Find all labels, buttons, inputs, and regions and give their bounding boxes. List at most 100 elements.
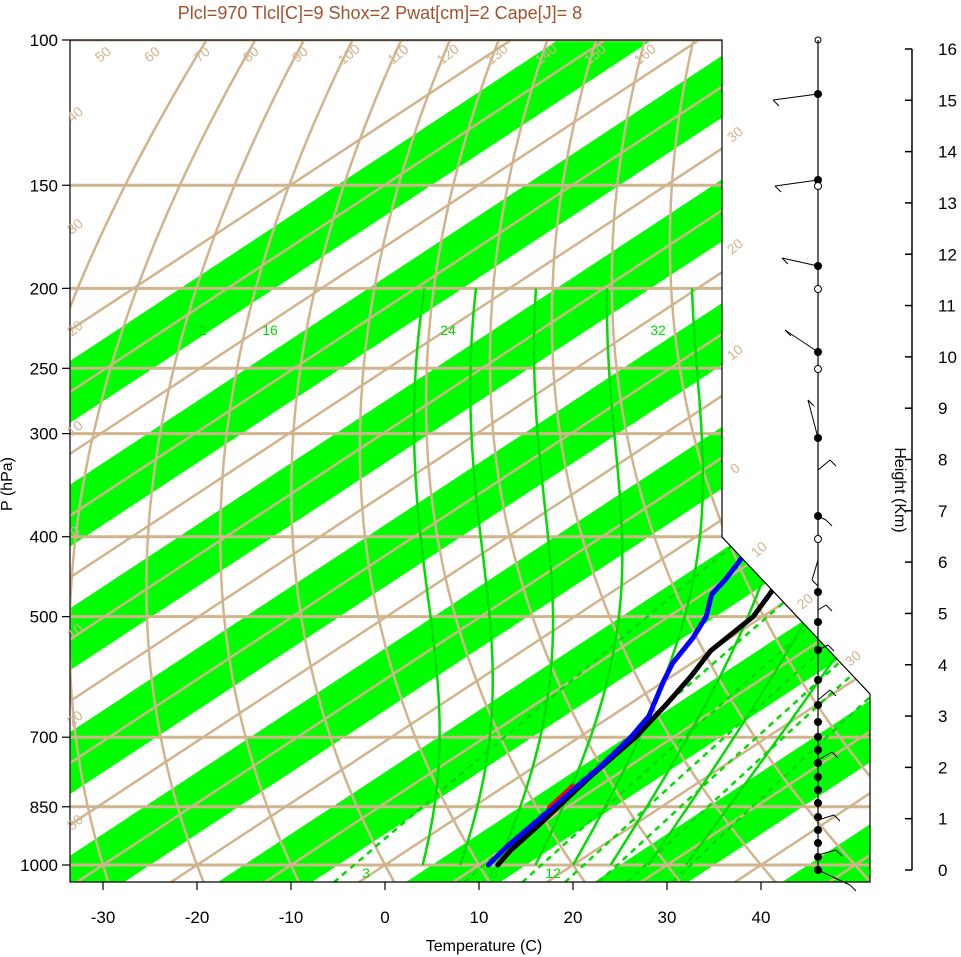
wind-barb-flag: [829, 459, 837, 467]
isotherm-line: [70, 40, 870, 882]
temperature-tick-label: -30: [91, 908, 116, 927]
height-tick-label: 1: [938, 810, 947, 829]
isotherm-label: 20: [724, 235, 746, 257]
isotherm-label: 10: [724, 341, 746, 363]
pressure-tick-label: 300: [30, 425, 58, 444]
mixing-ratio-line: [597, 535, 870, 882]
plot-area: [70, 40, 870, 882]
height-tick-label: 0: [938, 861, 947, 880]
isotherm-line: [70, 40, 621, 882]
height-tick-label: 8: [938, 451, 947, 470]
dry-adiabat: [610, 40, 870, 882]
isotherm-label: 0: [727, 459, 743, 476]
y-axis-title: P (hPa): [0, 457, 16, 511]
wind-barb: [817, 515, 827, 521]
dry-adiabat: [145, 40, 308, 882]
wind-barb: [807, 399, 819, 439]
isotherm-label: 30: [724, 123, 746, 145]
wind-barb: [817, 459, 831, 471]
wind-barb-flag: [772, 99, 780, 107]
height-tick-label: 5: [938, 604, 947, 623]
wind-barb-flag: [825, 519, 833, 527]
wind-barb-flag: [835, 849, 843, 857]
pressure-tick-label: 150: [30, 176, 58, 195]
lcl-segment-line: [547, 783, 574, 809]
height-tick-label: 2: [938, 758, 947, 777]
dry-adiabat: [70, 40, 259, 882]
pressure-tick-label: 500: [30, 608, 58, 627]
wind-marker-open: [814, 285, 822, 293]
height-tick-label: 3: [938, 707, 947, 726]
dry-adiabat: [424, 40, 599, 882]
wind-barb: [781, 257, 819, 267]
wind-marker: [814, 733, 822, 741]
temperature-tick-label: 40: [752, 908, 771, 927]
temperature-axis: -30 -20 -10 0 10 20 30 40: [91, 882, 771, 927]
wind-barb-flag: [781, 257, 789, 265]
wind-marker: [814, 773, 822, 781]
wind-marker-open: [814, 365, 822, 373]
x-axis-title: Temperature (C): [426, 938, 542, 955]
pressure-tick-label: 200: [30, 279, 58, 298]
wind-barb-flag: [849, 884, 857, 892]
dry-adiabat: [70, 40, 211, 882]
isotherm-label: 10: [748, 538, 770, 560]
moist-adiabat: [647, 288, 870, 866]
wind-marker: [814, 799, 822, 807]
height-tick-label: 7: [938, 502, 947, 521]
mixing-ratio-label: 32: [650, 322, 666, 338]
isotherm-band: [190, 40, 870, 882]
plot-border: [69, 39, 871, 883]
isotherm-label: 30: [842, 647, 864, 669]
wind-barb: [817, 604, 827, 611]
wind-barb-flag: [833, 814, 841, 822]
dry-adiabat: [219, 40, 356, 882]
wind-barb: [772, 93, 819, 101]
wind-marker: [814, 746, 822, 754]
wind-marker: [814, 826, 822, 834]
wind-barb: [774, 179, 819, 187]
temperature-tick-label: 0: [380, 908, 389, 927]
wind-barb-flag: [807, 399, 815, 407]
mixing-ratio-label: 12: [545, 865, 561, 881]
height-tick-label: 14: [938, 143, 957, 162]
wind-marker: [814, 853, 822, 861]
isotherm-line: [70, 40, 527, 882]
wind-barb-flag: [811, 579, 819, 587]
wind-marker: [814, 701, 822, 709]
height-tick-label: 4: [938, 656, 947, 675]
mixing-ratio-label: 24: [440, 322, 456, 338]
wind-barb: [817, 849, 837, 856]
wind-barb: [817, 689, 831, 701]
dry-adiabat: [550, 40, 793, 882]
height-tick-label: 10: [938, 348, 957, 367]
mixing-ratio-line: [625, 535, 870, 882]
height-tick-label: 11: [938, 297, 956, 316]
pressure-axis: 100 150 200 250 300 400 500 700 850 1000: [20, 31, 70, 875]
mixing-ratio-line: [671, 535, 870, 882]
wind-barb-flag: [774, 185, 782, 193]
wind-barb: [811, 559, 819, 581]
wind-marker-open: [814, 535, 822, 543]
isotherm-line: [331, 40, 870, 882]
mixing-ratio-label: 2: [199, 322, 207, 338]
wind-marker-open: [814, 182, 822, 190]
wind-marker: [814, 618, 822, 626]
mixing-ratio-label: 3: [362, 865, 370, 881]
wind-barb: [817, 751, 833, 761]
moist-adiabat: [412, 288, 441, 866]
pressure-tick-label: 400: [30, 528, 58, 547]
pressure-tick-label: 250: [30, 359, 58, 378]
mixing-ratio-label: 16: [262, 322, 278, 338]
wind-marker: [814, 839, 822, 847]
height-axis-title: Height (Km): [891, 447, 908, 532]
wind-barb-flag: [831, 751, 839, 759]
wind-barb-flag: [827, 644, 835, 652]
wind-marker: [814, 718, 822, 726]
pressure-tick-label: 700: [30, 728, 58, 747]
moist-adiabat: [534, 288, 624, 866]
isotherm-line: [70, 40, 870, 882]
isotherm-label: 20: [794, 590, 816, 612]
height-tick-label: 16: [938, 40, 957, 59]
isotherm-line: [425, 40, 870, 882]
